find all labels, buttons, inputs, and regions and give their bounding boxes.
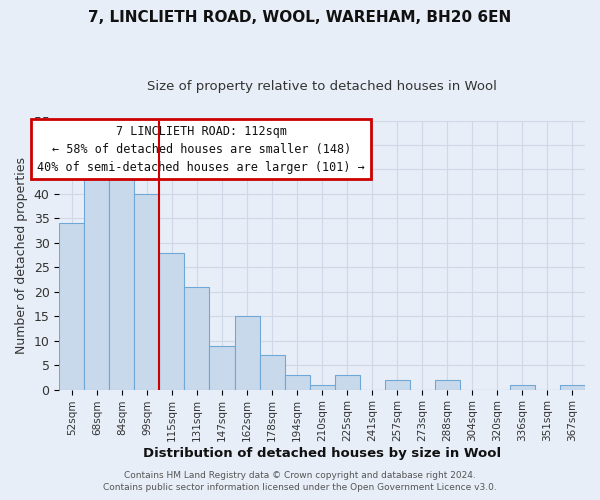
Title: Size of property relative to detached houses in Wool: Size of property relative to detached ho… bbox=[147, 80, 497, 93]
Bar bbox=[134, 194, 160, 390]
Bar bbox=[209, 346, 235, 390]
X-axis label: Distribution of detached houses by size in Wool: Distribution of detached houses by size … bbox=[143, 447, 501, 460]
Bar bbox=[385, 380, 410, 390]
Bar bbox=[160, 252, 184, 390]
Bar bbox=[184, 287, 209, 390]
Bar bbox=[310, 384, 335, 390]
Bar bbox=[260, 356, 284, 390]
Bar bbox=[435, 380, 460, 390]
Bar bbox=[335, 375, 359, 390]
Y-axis label: Number of detached properties: Number of detached properties bbox=[15, 156, 28, 354]
Bar bbox=[235, 316, 260, 390]
Bar bbox=[284, 375, 310, 390]
Text: 7, LINCLIETH ROAD, WOOL, WAREHAM, BH20 6EN: 7, LINCLIETH ROAD, WOOL, WAREHAM, BH20 6… bbox=[88, 10, 512, 25]
Bar bbox=[560, 384, 585, 390]
Bar bbox=[109, 180, 134, 390]
Bar bbox=[59, 224, 85, 390]
Text: Contains HM Land Registry data © Crown copyright and database right 2024.
Contai: Contains HM Land Registry data © Crown c… bbox=[103, 471, 497, 492]
Text: 7 LINCLIETH ROAD: 112sqm
← 58% of detached houses are smaller (148)
40% of semi-: 7 LINCLIETH ROAD: 112sqm ← 58% of detach… bbox=[37, 124, 365, 174]
Bar bbox=[85, 164, 109, 390]
Bar bbox=[510, 384, 535, 390]
